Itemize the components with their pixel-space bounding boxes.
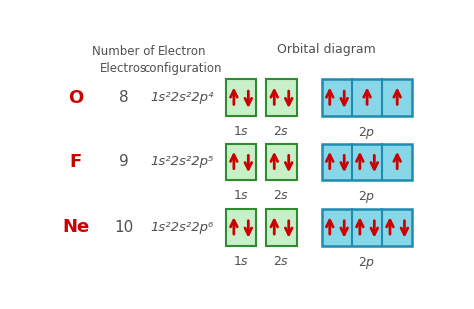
Bar — [266, 144, 297, 180]
Text: $1s$: $1s$ — [233, 125, 249, 138]
Text: $2p$: $2p$ — [358, 125, 376, 141]
Bar — [266, 79, 297, 116]
Text: 8: 8 — [118, 90, 128, 105]
Text: F: F — [70, 153, 82, 171]
Text: 1s²2s²2p⁵: 1s²2s²2p⁵ — [151, 155, 214, 168]
Bar — [322, 209, 412, 246]
Text: O: O — [68, 89, 83, 107]
Text: 1s²2s²2p⁶: 1s²2s²2p⁶ — [151, 221, 214, 234]
Text: Ne: Ne — [62, 218, 90, 236]
Text: $2p$: $2p$ — [358, 255, 376, 271]
Text: $1s$: $1s$ — [233, 255, 249, 268]
Bar — [322, 144, 412, 180]
Text: Orbital diagram: Orbital diagram — [277, 43, 376, 56]
Text: 1s²2s²2p⁴: 1s²2s²2p⁴ — [151, 91, 214, 104]
Bar — [226, 144, 256, 180]
Text: $2p$: $2p$ — [358, 189, 376, 205]
Text: Electron
configuration: Electron configuration — [143, 45, 221, 75]
Bar — [226, 79, 256, 116]
Text: $2s$: $2s$ — [273, 125, 290, 138]
Bar — [266, 209, 297, 246]
Text: $2s$: $2s$ — [273, 189, 290, 202]
Text: 9: 9 — [118, 154, 128, 170]
Bar — [322, 79, 412, 116]
Text: Number of
Electros: Number of Electros — [92, 45, 155, 75]
Text: $1s$: $1s$ — [233, 189, 249, 202]
Text: $2s$: $2s$ — [273, 255, 290, 268]
Bar — [226, 209, 256, 246]
Text: 10: 10 — [114, 220, 133, 235]
